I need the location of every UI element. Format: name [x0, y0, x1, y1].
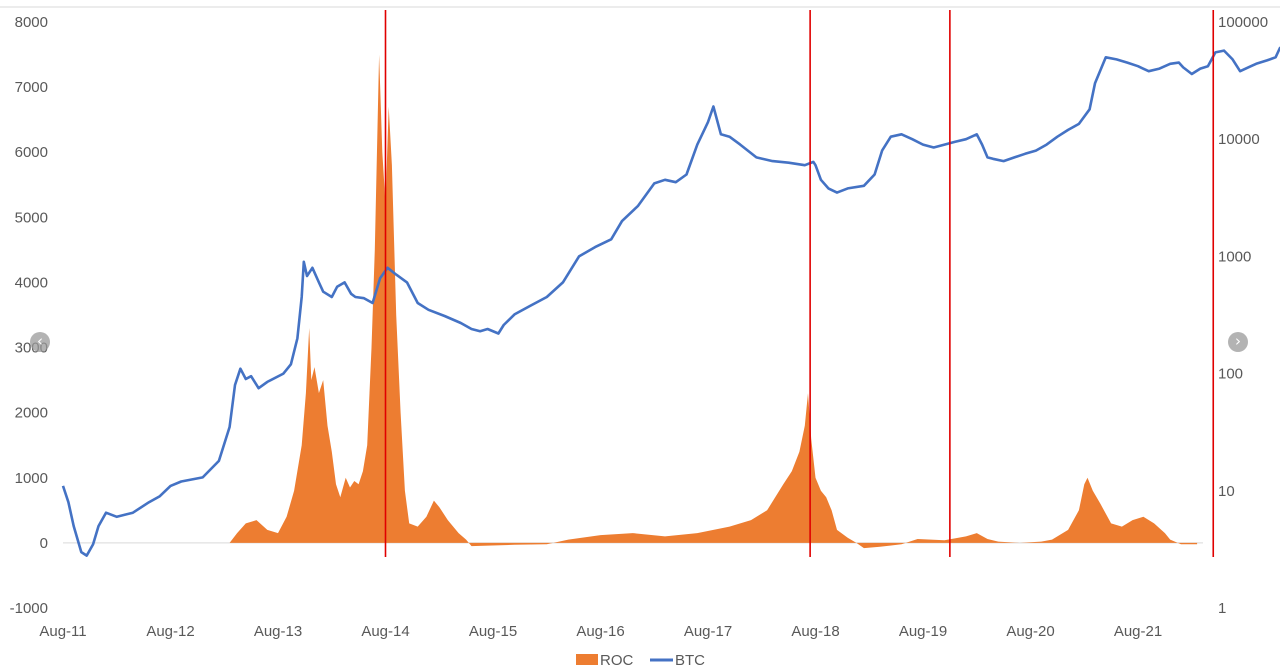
y-left-tick-label: -1000 — [10, 600, 48, 617]
x-tick-label: Aug-16 — [576, 623, 624, 640]
x-tick-label: Aug-19 — [899, 623, 947, 640]
legend-swatch-roc — [576, 654, 598, 665]
btc-line-series — [61, 46, 1280, 557]
x-tick-label: Aug-15 — [469, 623, 517, 640]
roc-area-series — [229, 54, 1198, 549]
x-axis: Aug-11 Aug-12 Aug-13 Aug-14 Aug-15 Aug-16 Aug-… — [39, 623, 1162, 640]
y-axis-left: 800070006000500040003000200010000-1000 — [10, 14, 48, 617]
x-tick-label: Aug-20 — [1006, 623, 1054, 640]
prev-arrow-icon[interactable]: ‹ — [30, 332, 50, 352]
y-axis-right: 100000 10000 1000 100 10 1 — [1218, 14, 1268, 617]
x-tick-label: Aug-12 — [146, 623, 194, 640]
y-left-tick-label: 2000 — [15, 405, 48, 422]
legend-label-btc: BTC — [675, 652, 705, 667]
marker-lines — [384, 10, 1215, 557]
y-left-tick-label: 4000 — [15, 274, 48, 291]
y-left-tick-label: 0 — [40, 535, 48, 552]
y-left-tick-label: 7000 — [15, 79, 48, 96]
y-right-tick-label: 10 — [1218, 483, 1235, 500]
y-right-tick-label: 1000 — [1218, 248, 1251, 265]
y-left-tick-label: 6000 — [15, 144, 48, 161]
x-tick-label: Aug-17 — [684, 623, 732, 640]
x-tick-label: Aug-21 — [1114, 623, 1162, 640]
y-right-tick-label: 1 — [1218, 600, 1226, 617]
legend-label-roc: ROC — [600, 652, 634, 667]
y-left-tick-label: 5000 — [15, 209, 48, 226]
x-tick-label: Aug-14 — [361, 623, 409, 640]
x-tick-label: Aug-11 — [39, 623, 86, 640]
y-right-tick-label: 100 — [1218, 366, 1243, 383]
y-right-tick-label: 100000 — [1218, 14, 1268, 31]
legend: ROC BTC — [576, 652, 705, 667]
x-tick-label: Aug-18 — [791, 623, 839, 640]
y-left-tick-label: 1000 — [15, 470, 48, 487]
y-left-tick-label: 8000 — [15, 14, 48, 31]
next-arrow-icon[interactable]: › — [1228, 332, 1248, 352]
x-tick-label: Aug-13 — [254, 623, 302, 640]
y-right-tick-label: 10000 — [1218, 131, 1260, 148]
